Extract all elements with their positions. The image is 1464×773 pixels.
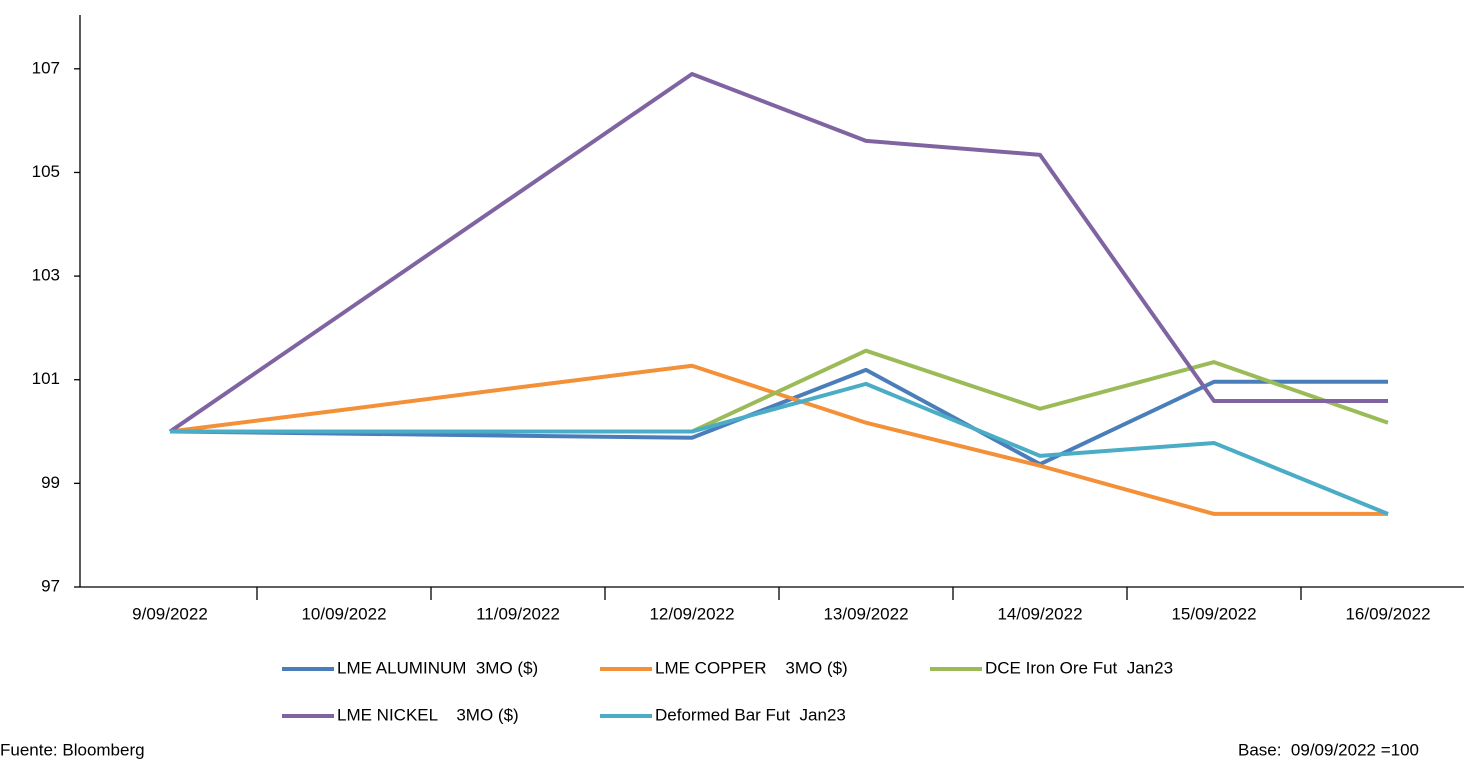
base-note: Base: 09/09/2022 =100	[1238, 740, 1419, 759]
y-tick-label: 101	[32, 369, 60, 388]
x-tick-label: 13/09/2022	[823, 604, 908, 623]
x-tick-label: 14/09/2022	[997, 604, 1082, 623]
x-tick-label: 11/09/2022	[476, 604, 560, 623]
data-line	[170, 381, 1389, 516]
legend-label: DCE Iron Ore Fut Jan23	[985, 658, 1173, 677]
x-tick-label: 9/09/2022	[132, 604, 208, 623]
legend-label: Deformed Bar Fut Jan23	[655, 705, 846, 724]
data-line	[168, 72, 1388, 434]
y-tick-label: 99	[41, 473, 60, 492]
x-tick-label: 10/09/2022	[301, 604, 386, 623]
y-tick-label: 97	[41, 576, 60, 595]
legend-label: LME COPPER 3MO ($)	[655, 658, 848, 677]
x-tick-label: 12/09/2022	[649, 604, 734, 623]
x-tick-label: 16/09/2022	[1345, 604, 1430, 623]
legend-label: LME NICKEL 3MO ($)	[337, 705, 519, 724]
x-tick-label: 15/09/2022	[1171, 604, 1256, 623]
source-note: Fuente: Bloomberg	[0, 740, 145, 759]
legend-label: LME ALUMINUM 3MO ($)	[337, 658, 538, 677]
data-line	[169, 367, 1388, 467]
y-tick-label: 105	[32, 162, 60, 181]
y-tick-label: 103	[32, 266, 60, 285]
y-tick-label: 107	[32, 58, 60, 77]
data-line	[169, 363, 1388, 516]
